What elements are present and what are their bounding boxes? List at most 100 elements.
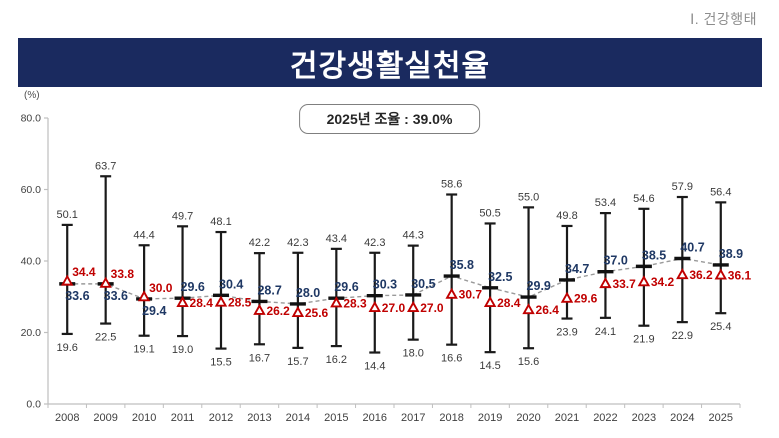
red-triangle-marker: [330, 296, 343, 308]
y-tick-label: 20.0: [21, 327, 42, 339]
x-axis-year-label: 2018: [439, 412, 463, 424]
range-low-label: 18.0: [403, 348, 424, 360]
red-value-label: 33.8: [111, 267, 135, 281]
navy-value-label: 37.0: [603, 254, 627, 268]
navy-value-label: 30.4: [219, 277, 243, 291]
navy-value-label: 29.6: [334, 280, 358, 294]
x-axis-year-label: 2015: [324, 412, 348, 424]
range-low-label: 16.6: [441, 353, 462, 365]
page-title: 건강생활실천율: [289, 49, 491, 83]
red-triangle-marker: [522, 303, 535, 315]
navy-value-label: 40.7: [680, 240, 704, 254]
range-high-label: 49.7: [172, 210, 193, 222]
x-axis-year-label: 2025: [709, 412, 733, 424]
x-axis-year-label: 2008: [55, 412, 79, 424]
red-triangle-marker: [214, 295, 228, 307]
navy-value-label: 29.4: [142, 304, 166, 318]
range-low-label: 19.1: [133, 344, 154, 356]
range-high-label: 63.7: [95, 160, 116, 172]
navy-value-label: 34.7: [565, 262, 589, 276]
range-low-label: 16.7: [249, 352, 270, 364]
red-triangle-marker: [99, 276, 112, 288]
range-low-label: 16.2: [326, 354, 347, 366]
range-low-label: 19.6: [57, 342, 78, 354]
navy-value-label: 38.5: [642, 248, 666, 262]
range-high-label: 50.5: [479, 207, 500, 219]
navy-value-label: 30.3: [373, 278, 397, 292]
navy-value-label: 35.8: [450, 258, 474, 272]
red-triangle-marker: [253, 303, 266, 315]
callout-2025-rate: 2025년 조율 : 39.0%: [298, 104, 481, 134]
red-value-label: 36.2: [689, 268, 713, 282]
range-high-label: 43.4: [326, 233, 347, 245]
x-axis-year-label: 2020: [516, 412, 540, 424]
x-axis-year-label: 2012: [209, 412, 233, 424]
range-high-label: 54.6: [633, 193, 654, 205]
range-low-label: 14.5: [479, 360, 500, 372]
red-value-label: 27.0: [382, 301, 406, 315]
red-value-label: 30.7: [459, 288, 483, 302]
red-triangle-marker: [483, 295, 497, 308]
range-high-label: 48.1: [210, 216, 231, 228]
range-high-label: 58.6: [441, 179, 462, 191]
navy-value-label: 28.0: [296, 286, 320, 300]
red-value-label: 25.6: [305, 306, 329, 320]
x-axis-year-label: 2016: [363, 412, 387, 424]
range-high-label: 42.2: [249, 237, 270, 249]
red-value-label: 29.6: [574, 292, 598, 306]
x-axis-year-label: 2019: [478, 412, 502, 424]
red-triangle-marker: [61, 274, 74, 286]
red-triangle-marker: [676, 268, 689, 280]
x-axis-year-label: 2024: [670, 412, 694, 424]
range-low-label: 15.6: [518, 356, 539, 368]
range-high-label: 49.8: [556, 210, 577, 222]
navy-value-label: 29.6: [181, 280, 205, 294]
range-high-label: 44.3: [403, 230, 424, 242]
y-tick-label: 60.0: [21, 184, 42, 196]
x-axis-year-label: 2017: [401, 412, 425, 424]
red-triangle-marker: [291, 305, 305, 318]
y-axis-unit-label: (%): [24, 90, 40, 101]
red-triangle-marker: [560, 291, 574, 303]
range-high-label: 53.4: [595, 197, 616, 209]
red-value-label: 36.1: [728, 268, 752, 282]
red-triangle-marker: [599, 276, 612, 289]
navy-value-label: 32.5: [488, 270, 512, 284]
red-value-label: 28.5: [228, 296, 252, 310]
range-high-label: 42.3: [364, 237, 385, 249]
section-tag: Ⅰ. 건강행태: [690, 11, 757, 27]
navy-value-label: 28.7: [257, 283, 281, 297]
x-axis-year-label: 2023: [632, 412, 656, 424]
red-triangle-marker: [714, 268, 728, 280]
red-value-label: 26.4: [536, 303, 560, 317]
red-value-label: 28.3: [343, 296, 367, 310]
red-triangle-marker: [406, 300, 420, 313]
range-high-label: 56.4: [710, 186, 731, 198]
range-low-label: 25.4: [710, 321, 731, 333]
range-high-label: 42.3: [287, 237, 308, 249]
red-value-label: 33.7: [612, 277, 636, 291]
navy-value-label: 29.9: [527, 279, 551, 293]
x-axis-year-label: 2009: [93, 412, 117, 424]
x-axis-year-label: 2011: [171, 412, 195, 424]
y-tick-label: 80.0: [21, 113, 42, 125]
range-low-label: 14.4: [364, 361, 385, 373]
navy-value-label: 33.6: [104, 289, 128, 303]
range-low-label: 24.1: [595, 326, 616, 338]
range-low-label: 23.9: [556, 327, 577, 339]
range-high-label: 55.0: [518, 191, 539, 203]
range-low-label: 22.9: [672, 330, 693, 342]
range-low-label: 15.7: [287, 356, 308, 368]
red-value-label: 30.0: [149, 281, 173, 295]
x-axis-year-label: 2022: [593, 412, 617, 424]
red-value-label: 28.4: [497, 296, 521, 310]
range-high-label: 50.1: [57, 209, 78, 221]
red-value-label: 27.0: [420, 301, 444, 315]
health-practice-rate-chart: 0.0 20.0 40.0 60.0 80.0 2008 2009 2010 2011 2012 2…: [21, 113, 752, 425]
red-triangle-marker: [637, 275, 651, 287]
x-axis-year-label: 2014: [286, 412, 310, 424]
x-axis-year-label: 2010: [132, 412, 156, 424]
red-triangle-marker: [176, 295, 189, 308]
range-high-label: 44.4: [133, 229, 154, 241]
